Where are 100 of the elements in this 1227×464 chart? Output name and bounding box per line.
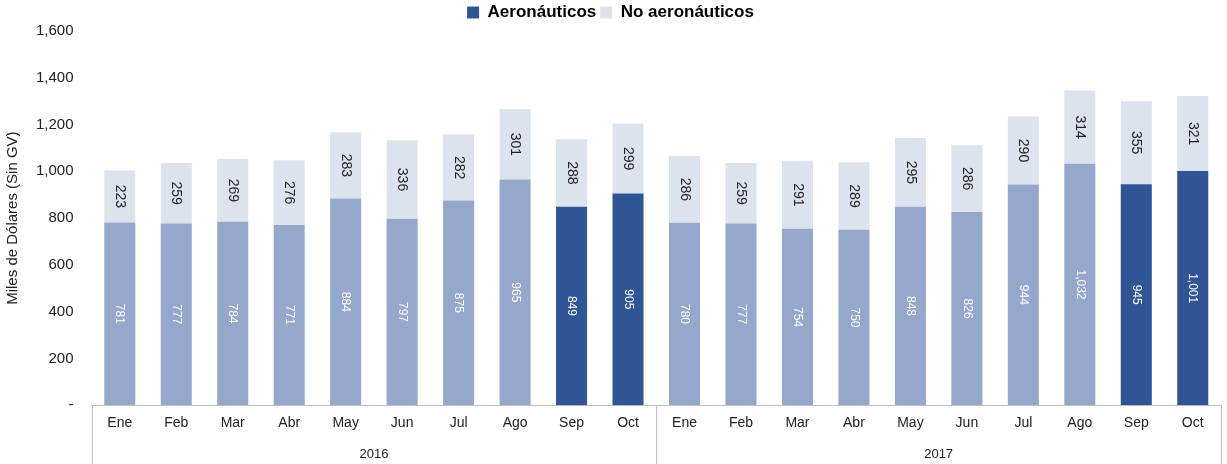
bar bbox=[386, 218, 418, 406]
bar bbox=[273, 224, 305, 406]
data-label: 945 bbox=[1129, 284, 1144, 306]
data-label: 288 bbox=[564, 161, 581, 185]
bar bbox=[612, 123, 644, 194]
y-tick-label: 200 bbox=[48, 348, 74, 366]
bar bbox=[556, 139, 588, 207]
data-label: 781 bbox=[113, 303, 128, 325]
data-label: 1,001 bbox=[1186, 273, 1201, 304]
data-label: 314 bbox=[1072, 115, 1089, 140]
bar bbox=[1120, 184, 1152, 406]
data-label: 282 bbox=[451, 155, 468, 180]
data-label: 295 bbox=[903, 160, 920, 185]
data-label: 784 bbox=[226, 303, 241, 324]
y-axis-title: Miles de Dólares (Sin GV) bbox=[3, 131, 21, 305]
data-label: 286 bbox=[677, 177, 694, 202]
bar bbox=[1120, 101, 1152, 185]
x-tick-label: Jul bbox=[1014, 414, 1033, 431]
data-label: 259 bbox=[169, 181, 186, 206]
x-tick-label: Oct bbox=[617, 414, 640, 431]
bar bbox=[1007, 116, 1039, 185]
bar bbox=[104, 222, 136, 406]
bar bbox=[725, 223, 757, 406]
x-tick-label: Ago bbox=[1067, 414, 1093, 431]
data-label: 355 bbox=[1129, 131, 1146, 155]
x-tick-label: Abr bbox=[278, 414, 301, 431]
x-tick-label: May bbox=[332, 414, 359, 431]
data-label: 754 bbox=[791, 307, 806, 328]
bar bbox=[838, 229, 870, 406]
bar bbox=[951, 145, 983, 213]
x-tick-label: Jun bbox=[390, 414, 414, 431]
bar bbox=[1177, 171, 1209, 406]
bar bbox=[217, 221, 249, 406]
x-tick-label: Feb bbox=[728, 414, 754, 431]
data-label: 944 bbox=[1017, 284, 1032, 306]
bar bbox=[556, 206, 588, 406]
y-tick-label: 1,000 bbox=[35, 161, 74, 179]
bar bbox=[1064, 90, 1096, 164]
data-label: 826 bbox=[960, 298, 975, 319]
x-tick-label: Sep bbox=[559, 414, 585, 431]
data-label: 299 bbox=[621, 146, 638, 171]
data-label: 771 bbox=[282, 305, 297, 326]
x-tick-label: Ago bbox=[502, 414, 528, 431]
data-label: 321 bbox=[1185, 121, 1202, 146]
bar bbox=[499, 109, 531, 180]
y-tick-label: 600 bbox=[48, 255, 74, 273]
data-label: 750 bbox=[847, 307, 862, 328]
x-tick-label: Oct bbox=[1181, 414, 1204, 431]
bar bbox=[104, 170, 136, 223]
bar bbox=[386, 140, 418, 219]
data-label: 286 bbox=[960, 166, 977, 191]
x-tick-label: Jul bbox=[449, 414, 468, 431]
data-label: 884 bbox=[339, 291, 354, 313]
legend-label: No aeronáuticos bbox=[620, 2, 754, 22]
bar bbox=[894, 137, 926, 207]
data-label: 849 bbox=[565, 295, 580, 317]
x-tick-label: Sep bbox=[1123, 414, 1149, 431]
bar bbox=[1064, 163, 1096, 406]
bar bbox=[894, 206, 926, 406]
y-tick-label: 1,200 bbox=[35, 114, 74, 132]
bar bbox=[443, 200, 475, 406]
bar bbox=[499, 179, 531, 406]
x-tick-label: Ene bbox=[107, 414, 133, 431]
y-tick-label: 1,400 bbox=[35, 67, 74, 85]
bar bbox=[273, 160, 305, 225]
bar bbox=[1177, 96, 1209, 172]
x-tick-label: Abr bbox=[843, 414, 866, 431]
data-label: 777 bbox=[734, 304, 749, 325]
data-label: 283 bbox=[338, 153, 355, 178]
y-tick-label: 800 bbox=[48, 208, 74, 226]
bar bbox=[781, 160, 813, 229]
y-tick-label: 400 bbox=[48, 301, 74, 319]
bar bbox=[330, 132, 362, 199]
bar bbox=[725, 162, 757, 224]
x-tick-label: Feb bbox=[164, 414, 189, 431]
bar bbox=[668, 222, 701, 406]
bar bbox=[951, 212, 983, 406]
y-tick-label: - bbox=[68, 395, 74, 413]
data-label: 780 bbox=[678, 303, 693, 325]
text: 2017 bbox=[924, 445, 954, 461]
data-label: 336 bbox=[395, 167, 412, 192]
bar bbox=[330, 198, 362, 406]
data-label: 777 bbox=[169, 304, 184, 325]
x-tick-label: May bbox=[897, 414, 924, 431]
data-label: 276 bbox=[282, 180, 299, 205]
data-label: 848 bbox=[904, 296, 919, 317]
bar bbox=[160, 162, 192, 224]
y-tick-label: 1,600 bbox=[35, 21, 74, 39]
legend-label: Aeronáuticos bbox=[487, 2, 597, 22]
data-label: 289 bbox=[847, 184, 864, 208]
data-label: 301 bbox=[508, 132, 525, 157]
data-label: 269 bbox=[225, 178, 242, 203]
data-label: 797 bbox=[395, 301, 410, 323]
data-label: 1,032 bbox=[1073, 269, 1088, 300]
data-label: 291 bbox=[790, 183, 807, 207]
data-label: 259 bbox=[734, 181, 751, 206]
data-label: 965 bbox=[508, 282, 523, 303]
bar bbox=[217, 158, 249, 222]
x-tick-label: Mar bbox=[785, 414, 810, 431]
data-label: 223 bbox=[112, 184, 129, 209]
